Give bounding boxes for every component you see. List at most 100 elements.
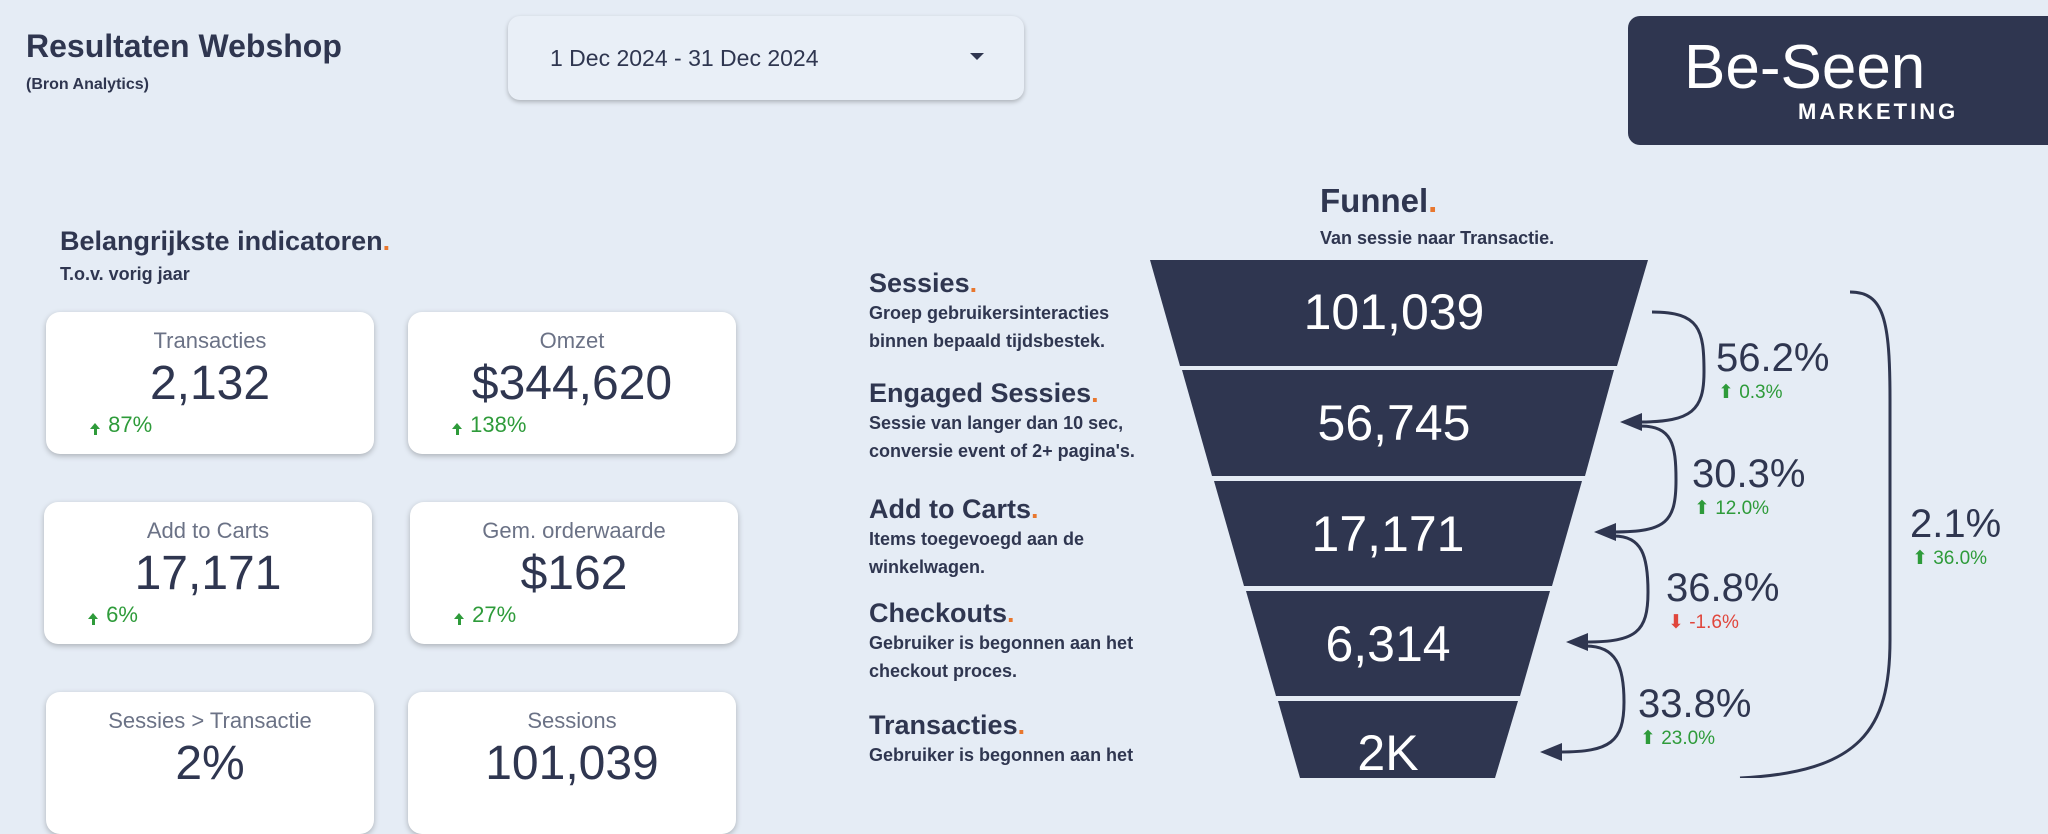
arrowhead-left-icon	[1566, 633, 1588, 651]
arrowhead-left-icon	[1540, 743, 1562, 761]
stage-title-wrap: Engaged Sessies.	[869, 378, 1159, 409]
conversion-pct: 36.8%	[1666, 566, 1780, 610]
conversion-pct: 56.2%	[1716, 336, 1830, 380]
conversion-delta: ⬆ 12.0%	[1694, 498, 1770, 519]
funnel-stage-label: Transacties. Gebruiker is begonnen aan h…	[869, 710, 1159, 769]
conversion-rate: 30.3% ⬆ 12.0%	[1692, 452, 1805, 520]
stage-title-wrap: Add to Carts.	[869, 494, 1159, 525]
indicators-title-text: Belangrijkste indicatoren	[60, 226, 383, 256]
conversion-delta-value: 23.0%	[1661, 728, 1716, 749]
conversion-bracket	[1639, 310, 1706, 424]
conversion-brackets	[1559, 290, 1892, 778]
stage-title: Sessies	[869, 268, 970, 298]
funnel-segment	[1182, 370, 1614, 476]
stage-desc: Gebruiker is begonnen aan het	[869, 745, 1134, 765]
conversion-rate: 33.8% ⬆ 23.0%	[1638, 682, 1751, 750]
logo-line2: MARKETING	[1798, 99, 1958, 124]
kpi-delta: 87%	[90, 412, 152, 438]
kpi-card-gem-orderwaarde: Gem. orderwaarde $162 27%	[410, 502, 738, 644]
funnel-segment	[1278, 701, 1518, 778]
kpi-delta-value: 138%	[470, 412, 527, 437]
conversion-rate: 36.8% ⬇ -1.6%	[1666, 566, 1779, 634]
kpi-value: $162	[520, 547, 628, 600]
arrow-stem	[92, 619, 95, 625]
stage-title-dot: .	[1031, 494, 1039, 524]
conversion-rate: 56.2% ⬆ 0.3%	[1716, 336, 1829, 404]
kpi-label: Sessies > Transactie	[108, 708, 312, 733]
overall-conversion-rate: 2.1% ⬆ 36.0%	[1910, 502, 2001, 570]
kpi-label: Add to Carts	[146, 518, 270, 543]
arrow-up-icon	[90, 423, 100, 429]
arrow-up-icon	[452, 423, 462, 429]
conversion-delta-value: 0.3%	[1739, 382, 1783, 403]
stage-desc: Sessie van langer dan 10 sec, conversie …	[869, 413, 1135, 461]
funnel-value: 6,314	[1325, 616, 1451, 672]
kpi-label: Omzet	[539, 328, 605, 353]
indicators-title: Belangrijkste indicatoren.	[60, 226, 390, 257]
overall-bracket	[1739, 290, 1892, 778]
kpi-label: Sessions	[527, 708, 617, 733]
funnel-segment	[1150, 260, 1648, 366]
conversion-delta-value: 12.0%	[1715, 498, 1770, 519]
stage-title: Add to Carts	[869, 494, 1031, 524]
funnel-title-text: Funnel	[1320, 182, 1429, 219]
funnel-title-dot: .	[1428, 182, 1438, 219]
date-range-value: 1 Dec 2024 - 31 Dec 2024	[550, 44, 819, 71]
arrowhead-left-icon	[1594, 523, 1616, 541]
funnel-value: 17,171	[1311, 506, 1465, 562]
arrow-stem	[94, 429, 97, 435]
funnel-stage-label: Checkouts. Gebruiker is begonnen aan het…	[869, 598, 1159, 685]
kpi-delta-value: 27%	[472, 602, 517, 627]
overall-pct: 2.1%	[1910, 502, 2002, 546]
indicators-subtitle: T.o.v. vorig jaar	[60, 264, 190, 284]
stage-title: Checkouts	[869, 598, 1008, 628]
kpi-label: Transacties	[153, 328, 267, 353]
kpi-value: 2,132	[149, 357, 271, 410]
stage-title: Engaged Sessies	[869, 378, 1092, 408]
funnel-segment	[1214, 481, 1582, 586]
funnel-stage-label: Add to Carts. Items toegevoegd aan de wi…	[869, 494, 1159, 581]
overall-delta-value: 36.0%	[1933, 548, 1988, 569]
kpi-delta: 6%	[88, 602, 138, 628]
kpi-card-add-to-carts: Add to Carts 17,171 6%	[44, 502, 372, 644]
funnel-subtitle: Van sessie naar Transactie.	[1320, 228, 1555, 248]
funnel-title: Funnel.	[1320, 182, 1437, 220]
stage-desc: Gebruiker is begonnen aan het checkout p…	[869, 633, 1134, 681]
page-title: Resultaten Webshop	[26, 28, 342, 64]
funnel-value: 2K	[1357, 725, 1419, 781]
conversion-delta: ⬇ -1.6%	[1668, 612, 1739, 633]
chevron-down-icon[interactable]	[970, 53, 984, 60]
overall-delta: ⬆ 36.0%	[1912, 548, 1988, 569]
arrowheads	[1540, 413, 1642, 761]
kpi-delta-value: 87%	[108, 412, 153, 437]
stage-title-dot: .	[1017, 710, 1026, 740]
arrow-stem	[456, 429, 459, 435]
kpi-card-transacties: Transacties 2,132 87%	[46, 312, 374, 454]
kpi-delta: 27%	[454, 602, 516, 628]
be-seen-logo: Be-Seen MARKETING	[1684, 33, 1958, 124]
stage-desc: Groep gebruikersinteracties binnen bepaa…	[869, 303, 1110, 351]
conversion-bracket	[1613, 424, 1678, 534]
conversion-delta-value: -1.6%	[1689, 612, 1739, 633]
stage-title-dot: .	[1091, 378, 1099, 408]
funnel-stage-label: Engaged Sessies. Sessie van langer dan 1…	[869, 378, 1159, 465]
page-subtitle: (Bron Analytics)	[26, 76, 149, 93]
conversion-pct: 30.3%	[1692, 452, 1806, 496]
conversion-delta: ⬆ 23.0%	[1640, 728, 1716, 749]
date-range-picker[interactable]: 1 Dec 2024 - 31 Dec 2024	[508, 16, 1024, 100]
conversion-bracket	[1559, 644, 1626, 754]
funnel-graphic	[1150, 260, 1892, 778]
arrow-up-icon	[454, 613, 464, 619]
kpi-value: $344,620	[471, 357, 673, 410]
logo-line1: Be-Seen	[1684, 33, 1925, 102]
arrow-stem	[458, 619, 461, 625]
stage-title-dot: .	[969, 268, 978, 298]
kpi-delta: 138%	[452, 412, 526, 438]
stage-desc: Items toegevoegd aan de winkelwagen.	[869, 529, 1085, 577]
funnel-value: 56,745	[1317, 395, 1471, 451]
kpi-card-omzet: Omzet $344,620 138%	[408, 312, 736, 454]
funnel-value: 101,039	[1303, 284, 1485, 340]
stage-title-wrap: Transacties.	[869, 710, 1159, 741]
conversion-delta: ⬆ 0.3%	[1718, 382, 1783, 403]
logo: Be-Seen MARKETING	[1628, 16, 2048, 145]
